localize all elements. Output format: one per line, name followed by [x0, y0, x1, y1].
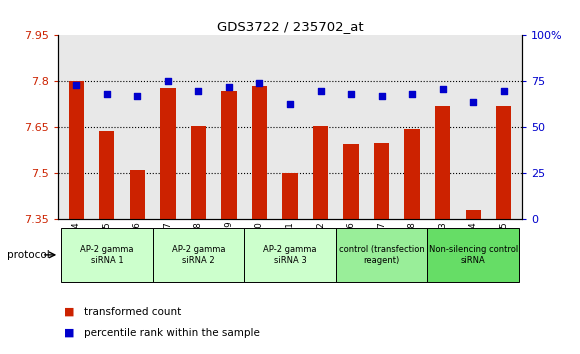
- Point: [255, 80, 264, 86]
- Bar: [404, 129, 420, 219]
- FancyBboxPatch shape: [336, 228, 427, 281]
- Bar: [252, 86, 267, 219]
- Bar: [313, 126, 328, 219]
- Text: AP-2 gamma
siRNA 3: AP-2 gamma siRNA 3: [263, 245, 317, 264]
- Title: GDS3722 / 235702_at: GDS3722 / 235702_at: [217, 20, 363, 33]
- Point: [72, 82, 81, 88]
- FancyBboxPatch shape: [61, 228, 153, 281]
- Point: [316, 88, 325, 93]
- Bar: [160, 87, 176, 219]
- Point: [285, 101, 295, 106]
- Bar: [343, 144, 358, 219]
- Bar: [222, 91, 237, 219]
- Bar: [68, 81, 84, 219]
- Text: ■: ■: [64, 307, 74, 316]
- Point: [133, 93, 142, 99]
- Text: percentile rank within the sample: percentile rank within the sample: [84, 328, 260, 338]
- Bar: [466, 210, 481, 219]
- Point: [377, 93, 386, 99]
- Bar: [130, 170, 145, 219]
- Point: [408, 91, 417, 97]
- Text: ■: ■: [64, 328, 74, 338]
- Point: [102, 91, 111, 97]
- Point: [224, 84, 234, 90]
- FancyBboxPatch shape: [153, 228, 244, 281]
- Bar: [496, 106, 512, 219]
- Point: [438, 86, 447, 92]
- Point: [499, 88, 508, 93]
- Text: control (transfection
reagent): control (transfection reagent): [339, 245, 425, 264]
- Bar: [374, 143, 389, 219]
- FancyBboxPatch shape: [244, 228, 336, 281]
- Point: [469, 99, 478, 104]
- Text: AP-2 gamma
siRNA 1: AP-2 gamma siRNA 1: [80, 245, 133, 264]
- FancyBboxPatch shape: [427, 228, 519, 281]
- Text: transformed count: transformed count: [84, 307, 182, 316]
- Text: protocol: protocol: [6, 250, 49, 260]
- Bar: [191, 126, 206, 219]
- Text: AP-2 gamma
siRNA 2: AP-2 gamma siRNA 2: [172, 245, 225, 264]
- Bar: [435, 106, 450, 219]
- Text: Non-silencing control
siRNA: Non-silencing control siRNA: [429, 245, 518, 264]
- Bar: [282, 173, 298, 219]
- Point: [346, 91, 356, 97]
- Point: [194, 88, 203, 93]
- Bar: [99, 131, 114, 219]
- Point: [163, 79, 172, 84]
